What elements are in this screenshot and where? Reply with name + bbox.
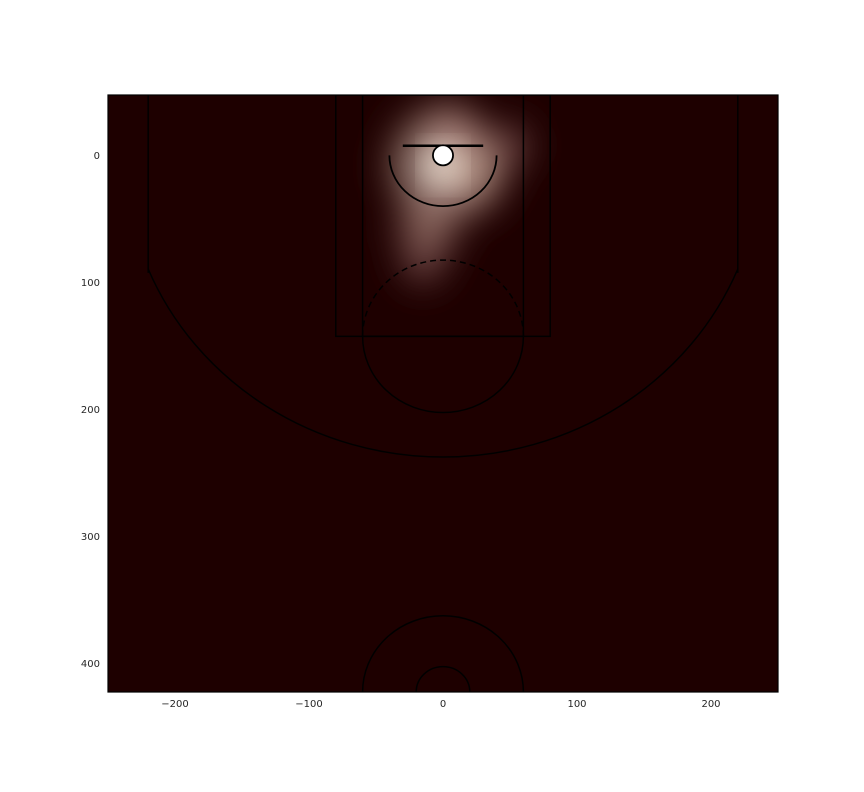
three-point-arc bbox=[147, 268, 739, 458]
y-tick-label: 0 bbox=[94, 151, 100, 162]
center-circle-outer bbox=[361, 615, 525, 692]
density-hotspot bbox=[404, 95, 495, 181]
y-tick-label: 300 bbox=[81, 532, 100, 543]
y-tick-label: 400 bbox=[81, 659, 100, 670]
x-tick-label: 200 bbox=[701, 699, 720, 710]
density-heatmap bbox=[369, 95, 549, 305]
basketball-court-lines bbox=[147, 95, 739, 692]
free-throw-circle-bottom bbox=[361, 336, 525, 414]
hoop bbox=[432, 144, 454, 167]
y-tick-label: 200 bbox=[81, 405, 100, 416]
plot-frame bbox=[107, 94, 779, 693]
x-tick-label: −200 bbox=[161, 699, 188, 710]
density-hotspot bbox=[471, 103, 549, 187]
paint-inner-box bbox=[361, 95, 525, 338]
y-tick-label: 100 bbox=[81, 278, 100, 289]
y-axis: 0 100 200 300 400 bbox=[81, 151, 100, 670]
x-tick-label: 0 bbox=[440, 699, 446, 710]
x-axis: −200 −100 0 100 200 bbox=[161, 699, 720, 710]
x-tick-label: 100 bbox=[567, 699, 586, 710]
restricted-area-arc bbox=[388, 155, 498, 208]
free-throw-circle-top bbox=[361, 259, 525, 337]
center-circle-inner bbox=[415, 665, 471, 692]
x-tick-label: −100 bbox=[295, 699, 322, 710]
